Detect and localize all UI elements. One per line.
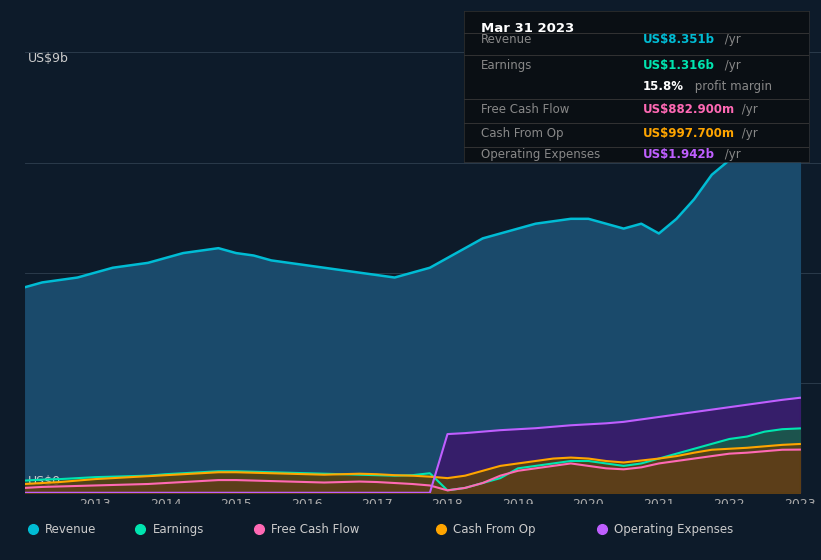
Text: /yr: /yr	[721, 148, 741, 161]
Text: Free Cash Flow: Free Cash Flow	[481, 103, 570, 116]
Text: US$0: US$0	[28, 475, 62, 488]
Text: Earnings: Earnings	[481, 59, 533, 72]
Text: /yr: /yr	[721, 59, 741, 72]
Text: Operating Expenses: Operating Expenses	[614, 522, 733, 536]
Text: US$1.316b: US$1.316b	[643, 59, 715, 72]
Text: Earnings: Earnings	[153, 522, 204, 536]
Text: /yr: /yr	[738, 103, 758, 116]
Text: US$882.900m: US$882.900m	[643, 103, 736, 116]
Text: Revenue: Revenue	[481, 34, 533, 46]
Text: 15.8%: 15.8%	[643, 80, 684, 94]
Text: profit margin: profit margin	[691, 80, 773, 94]
Text: /yr: /yr	[738, 127, 758, 140]
Text: US$8.351b: US$8.351b	[643, 34, 715, 46]
Text: Mar 31 2023: Mar 31 2023	[481, 22, 575, 35]
Text: Free Cash Flow: Free Cash Flow	[271, 522, 360, 536]
Text: US$997.700m: US$997.700m	[643, 127, 735, 140]
Text: Operating Expenses: Operating Expenses	[481, 148, 600, 161]
Text: US$9b: US$9b	[28, 53, 69, 66]
Text: /yr: /yr	[721, 34, 741, 46]
Text: Revenue: Revenue	[45, 522, 97, 536]
Text: US$1.942b: US$1.942b	[643, 148, 715, 161]
Text: Cash From Op: Cash From Op	[453, 522, 535, 536]
Text: Cash From Op: Cash From Op	[481, 127, 563, 140]
